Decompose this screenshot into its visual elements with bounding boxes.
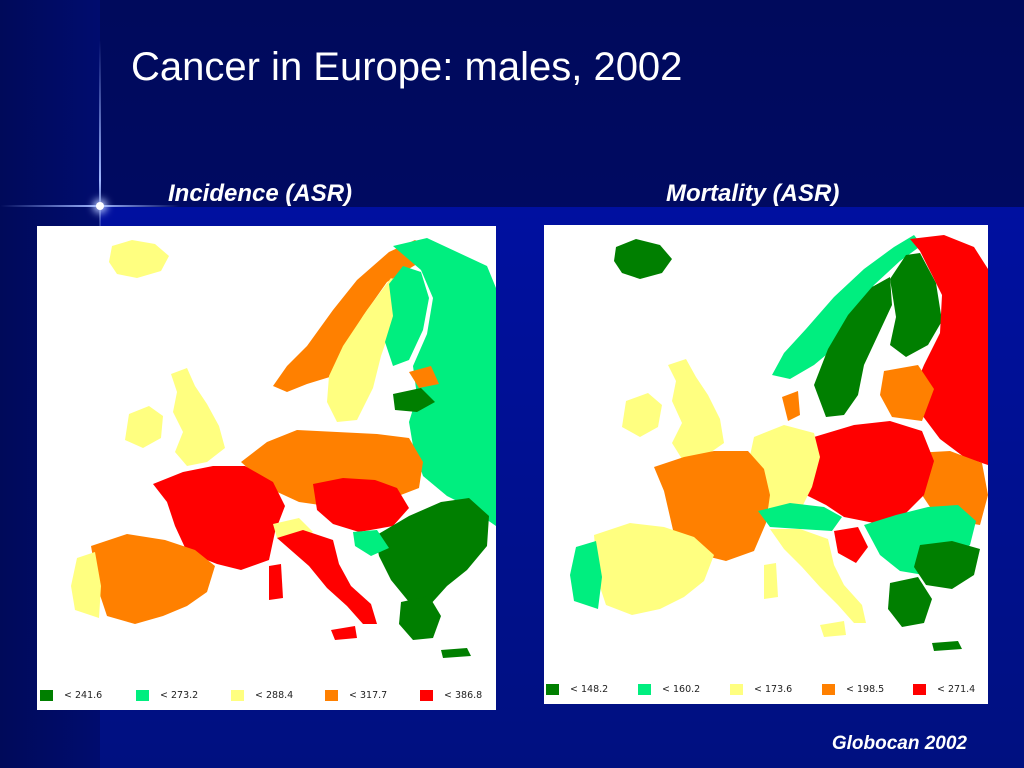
mortality-map-graphic xyxy=(570,235,988,651)
map-region-crete xyxy=(932,641,962,651)
legend-swatch xyxy=(231,689,244,701)
decorative-horizontal-line xyxy=(0,205,180,207)
map-region-baltics xyxy=(880,365,934,421)
legend-swatch xyxy=(325,689,338,701)
legend-swatch xyxy=(40,689,53,701)
map-region-alpine xyxy=(758,503,842,531)
map-region-iceland xyxy=(614,239,672,279)
legend-item: < 160.2 xyxy=(638,682,700,696)
map-region-norway xyxy=(273,240,429,392)
legend-swatch xyxy=(420,689,433,701)
map-region-belarus-ukraine xyxy=(914,451,988,525)
map-region-sardinia xyxy=(269,564,283,600)
map-region-italy xyxy=(770,529,866,623)
map-region-denmark xyxy=(782,391,800,421)
map-region-greece xyxy=(888,577,932,627)
mortality-legend: < 148.2 < 160.2 < 173.6 < 198.5 < 271.4 xyxy=(544,682,988,698)
map-region-finland xyxy=(385,266,429,366)
map-region-ireland xyxy=(622,393,662,437)
map-region-austria-hungary xyxy=(313,478,409,532)
map-region-central-east xyxy=(802,421,934,523)
legend-item: < 271.4 xyxy=(913,682,975,696)
legend-label: < 386.8 xyxy=(444,689,483,701)
legend-label: < 288.4 xyxy=(255,689,294,701)
incidence-map: < 241.6 < 273.2 < 288.4 < 317.7 < 386.8 xyxy=(37,226,496,710)
map-region-great-britain xyxy=(171,368,225,466)
map-region-portugal xyxy=(570,541,602,609)
incidence-map-graphic xyxy=(71,238,496,658)
slide-title: Cancer in Europe: males, 2002 xyxy=(131,45,683,89)
mortality-subtitle: Mortality (ASR) xyxy=(666,180,840,207)
map-region-crete xyxy=(441,648,471,658)
legend-label: < 148.2 xyxy=(570,683,609,695)
legend-item: < 386.8 xyxy=(420,688,482,702)
legend-swatch xyxy=(822,683,835,695)
map-region-norway xyxy=(772,235,922,379)
legend-item: < 198.5 xyxy=(822,682,884,696)
legend-item: < 273.2 xyxy=(136,688,198,702)
map-region-latvia xyxy=(393,388,435,412)
mortality-map: < 148.2 < 160.2 < 173.6 < 198.5 < 271.4 xyxy=(544,225,988,704)
legend-swatch xyxy=(913,683,926,695)
map-region-spain xyxy=(91,534,215,624)
map-region-russia-west xyxy=(910,235,988,465)
map-region-great-britain xyxy=(668,359,724,459)
legend-item: < 288.4 xyxy=(231,688,293,702)
map-region-estonia xyxy=(409,366,439,388)
map-region-sweden xyxy=(814,277,892,417)
legend-label: < 198.5 xyxy=(846,683,885,695)
map-region-sicily xyxy=(820,621,846,637)
map-region-iceland xyxy=(109,240,169,278)
map-region-greece xyxy=(399,596,441,640)
map-region-italy xyxy=(277,530,377,624)
map-region-france xyxy=(153,466,285,570)
legend-item: < 317.7 xyxy=(325,688,387,702)
map-region-croatia xyxy=(834,527,868,563)
incidence-subtitle: Incidence (ASR) xyxy=(168,180,353,207)
incidence-legend: < 241.6 < 273.2 < 288.4 < 317.7 < 386.8 xyxy=(37,688,496,704)
map-region-sicily xyxy=(331,626,357,640)
legend-item: < 173.6 xyxy=(730,682,792,696)
legend-swatch xyxy=(730,683,743,695)
legend-label: < 317.7 xyxy=(349,689,388,701)
legend-label: < 241.6 xyxy=(64,689,103,701)
map-region-finland xyxy=(890,253,942,357)
map-region-sweden xyxy=(327,278,403,422)
map-region-russia-west xyxy=(393,238,496,526)
source-label: Globocan 2002 xyxy=(831,733,967,754)
legend-swatch xyxy=(546,683,559,695)
map-region-balkans xyxy=(375,498,489,606)
legend-label: < 271.4 xyxy=(937,683,976,695)
map-region-bulgaria xyxy=(914,541,980,589)
legend-swatch xyxy=(136,689,149,701)
legend-label: < 160.2 xyxy=(662,683,701,695)
map-region-spain xyxy=(594,523,714,615)
legend-label: < 273.2 xyxy=(160,689,199,701)
legend-item: < 241.6 xyxy=(40,688,102,702)
decorative-glow xyxy=(96,202,104,210)
legend-label: < 173.6 xyxy=(754,683,793,695)
decorative-vertical-line xyxy=(99,40,101,240)
map-region-croatia xyxy=(353,530,389,556)
legend-swatch xyxy=(638,683,651,695)
map-region-sardinia xyxy=(764,563,778,599)
map-region-portugal xyxy=(71,552,101,618)
legend-item: < 148.2 xyxy=(546,682,608,696)
map-region-ireland xyxy=(125,406,163,448)
